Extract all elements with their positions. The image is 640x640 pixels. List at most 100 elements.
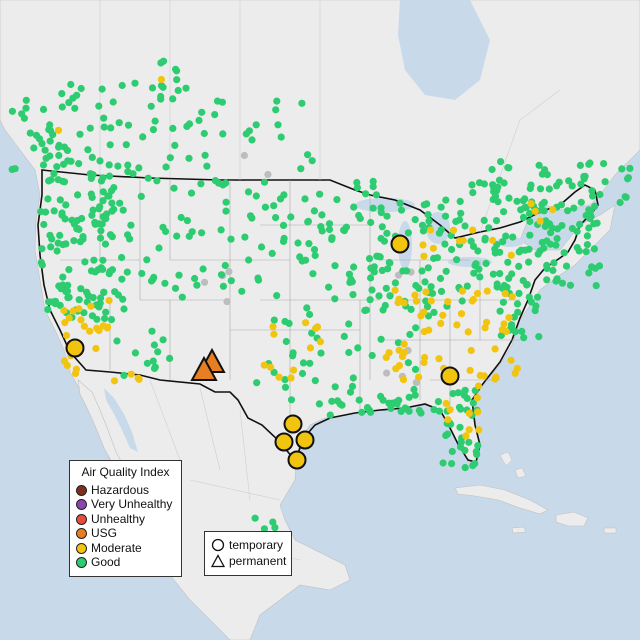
legend-item-unhealthy: Unhealthy (76, 512, 145, 526)
good-monitor-dot (203, 162, 211, 170)
good-monitor-dot (522, 203, 530, 211)
marker-shape-legend: temporary permanent (204, 531, 292, 576)
good-monitor-dot (358, 408, 366, 416)
chicago-temporary-marker (390, 234, 410, 254)
good-monitor-dot (217, 226, 225, 234)
good-monitor-dot (558, 222, 566, 230)
good-monitor-dot (150, 273, 158, 281)
good-monitor-dot (428, 289, 437, 297)
good-monitor-dot (378, 223, 386, 231)
good-monitor-dot (588, 187, 596, 195)
good-monitor-dot (271, 524, 279, 532)
good-monitor-dot (500, 208, 508, 216)
puerto-rico (603, 527, 617, 534)
moderate-monitor-dot (507, 251, 515, 259)
shape-legend-label: permanent (229, 554, 287, 568)
moderate-monitor-dot (110, 377, 119, 385)
moderate-monitor-dot (61, 319, 69, 327)
moderate-monitor-dot (507, 356, 515, 364)
moderate-monitor-dot (464, 328, 472, 336)
good-monitor-dot (388, 399, 397, 407)
good-monitor-dot (437, 203, 445, 211)
good-monitor-dot (124, 121, 133, 129)
good-monitor-dot (469, 189, 477, 197)
good-monitor-dot (55, 141, 63, 149)
good-monitor-dot (106, 231, 115, 239)
good-monitor-dot (481, 236, 489, 244)
moderate-monitor-dot (439, 311, 447, 319)
good-monitor-dot (513, 300, 522, 308)
good-monitor-dot (107, 316, 116, 324)
good-monitor-dot (198, 229, 206, 237)
good-monitor-dot (545, 185, 553, 193)
good-monitor-dot (566, 281, 575, 289)
moderate-monitor-dot (157, 75, 165, 84)
good-monitor-dot (76, 130, 84, 138)
moderate-monitor-dot (508, 293, 516, 301)
good-monitor-dot (105, 192, 113, 200)
moderate-monitor-dot (469, 226, 477, 234)
good-monitor-dot (198, 108, 206, 116)
moderate-monitor-dot (437, 319, 445, 327)
good-monitor-dot (375, 292, 383, 300)
good-monitor-dot (310, 207, 318, 215)
good-monitor-dot (442, 267, 450, 275)
good-monitor-dot (270, 316, 278, 324)
good-monitor-dot (306, 359, 314, 367)
moderate-monitor-dot (75, 305, 83, 313)
good-monitor-dot (281, 376, 289, 384)
aqi-legend: Air Quality Index Hazardous Very Unhealt… (69, 460, 182, 577)
good-monitor-dot (162, 163, 170, 171)
good-monitor-dot (526, 184, 534, 193)
good-monitor-dot (161, 279, 169, 287)
good-monitor-dot (97, 177, 105, 185)
good-monitor-dot (441, 212, 450, 220)
good-monitor-dot (148, 327, 156, 335)
good-monitor-dot (260, 525, 268, 533)
good-monitor-dot (442, 196, 450, 204)
good-monitor-dot (328, 235, 336, 243)
good-monitor-dot (58, 103, 66, 111)
good-monitor-dot (39, 161, 48, 169)
good-monitor-dot (475, 265, 483, 273)
good-monitor-dot (149, 357, 157, 365)
good-monitor-dot (65, 293, 73, 301)
good-monitor-dot (11, 165, 19, 173)
moderate-monitor-dot (501, 290, 509, 298)
hudson-bay (398, 0, 490, 100)
good-monitor-dot (97, 227, 105, 235)
good-monitor-dot (591, 264, 600, 272)
good-monitor-dot (354, 344, 362, 352)
good-monitor-dot (535, 161, 543, 169)
good-monitor-dot (253, 379, 261, 387)
good-monitor-dot (365, 406, 373, 414)
good-monitor-dot (520, 334, 528, 342)
good-monitor-dot (211, 111, 219, 119)
moderate-monitor-dot (394, 299, 402, 307)
good-monitor-dot (455, 403, 464, 411)
good-monitor-dot (155, 244, 163, 252)
moderate-monitor-dot (505, 314, 513, 322)
good-monitor-dot (22, 104, 30, 112)
good-monitor-dot (298, 369, 307, 378)
moderate-monitor-dot (465, 426, 473, 434)
good-monitor-dot (583, 241, 592, 249)
good-monitor-dot (377, 204, 385, 212)
good-monitor-dot (63, 146, 72, 155)
atlanta-temporary-marker (440, 366, 460, 386)
moderate-monitor-dot (491, 345, 499, 353)
good-monitor-dot (65, 266, 73, 274)
good-monitor-dot (281, 317, 289, 326)
good-monitor-dot (277, 133, 285, 141)
good-monitor-dot (298, 99, 306, 107)
good-monitor-dot (8, 107, 16, 115)
no-data-monitor-dot (412, 379, 420, 387)
good-monitor-dot (73, 216, 81, 225)
good-monitor-dot (411, 365, 420, 373)
good-monitor-dot (143, 359, 151, 367)
good-monitor-dot (289, 352, 297, 360)
good-monitor-dot (309, 270, 317, 278)
good-monitor-dot (517, 206, 525, 214)
good-monitor-dot (349, 374, 357, 382)
moderate-swatch-icon (76, 542, 87, 554)
